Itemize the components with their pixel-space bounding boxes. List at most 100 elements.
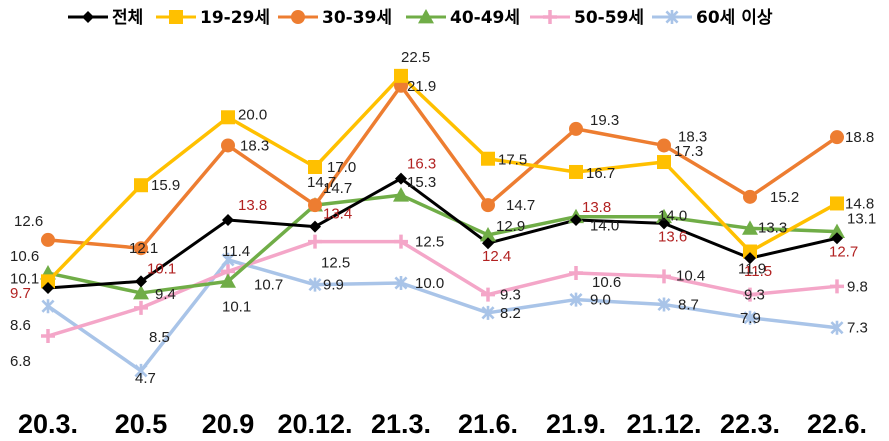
data-label: 8.7 — [678, 297, 699, 314]
data-label: 8.6 — [10, 317, 31, 334]
data-label: 9.8 — [847, 278, 868, 295]
data-point — [569, 266, 583, 281]
data-label: 12.6 — [14, 213, 43, 230]
data-label: 9.3 — [500, 287, 521, 304]
series-lines — [46, 74, 838, 373]
data-label: 9.4 — [155, 286, 176, 303]
legend-item: 19-29세 — [156, 8, 270, 28]
data-point — [134, 363, 148, 378]
x-tick-label: 21.9. — [546, 409, 606, 439]
legend-label: 19-29세 — [200, 8, 270, 28]
legend-label: 40-49세 — [450, 8, 520, 28]
data-label: 16.3 — [407, 156, 436, 173]
data-point — [657, 297, 671, 312]
data-point — [481, 198, 495, 213]
x-tick-label: 21.6. — [458, 409, 518, 439]
data-point — [657, 269, 671, 284]
data-label: 11.4 — [222, 243, 250, 260]
data-label: 18.3 — [240, 137, 269, 154]
legend-marker — [82, 11, 94, 23]
data-point — [222, 214, 234, 227]
legend-item: 50-59세 — [530, 8, 644, 28]
x-tick-label: 20.12. — [277, 409, 352, 439]
data-point — [569, 292, 583, 307]
legend-marker — [543, 10, 557, 24]
data-point — [658, 217, 670, 230]
data-label: 10.6 — [592, 274, 621, 291]
data-label: 14.8 — [845, 195, 874, 212]
data-point — [570, 214, 582, 227]
data-point — [42, 281, 54, 294]
data-label: 19.3 — [590, 112, 619, 129]
series-line — [47, 84, 838, 250]
data-point — [134, 300, 148, 315]
data-label: 8.2 — [500, 305, 521, 322]
data-label: 13.6 — [658, 228, 687, 245]
data-label: 17.3 — [674, 143, 703, 160]
x-tick-label: 20.3. — [18, 409, 78, 439]
data-label: 18.3 — [678, 128, 707, 145]
data-point — [221, 110, 235, 125]
data-label: 12.9 — [496, 218, 525, 235]
data-label: 12.7 — [829, 243, 858, 260]
data-labels: 9.710.113.813.416.312.413.813.611.512.71… — [10, 49, 876, 387]
data-point — [480, 226, 496, 242]
data-label: 15.3 — [407, 174, 436, 191]
series-line — [47, 193, 838, 295]
data-label: 15.9 — [151, 177, 180, 194]
data-label: 11.5 — [744, 263, 772, 280]
data-point — [569, 121, 583, 136]
data-label: 14.7 — [323, 180, 352, 197]
data-point — [133, 284, 149, 300]
data-label: 8.5 — [149, 329, 170, 346]
data-point — [394, 276, 408, 290]
x-tick-label: 21.12. — [626, 409, 701, 439]
data-label: 13.8 — [582, 199, 611, 216]
data-point — [308, 277, 322, 292]
x-tick-label: 20.5 — [115, 409, 168, 439]
legend: 전체 19-29세 30-39세 40-49세 50-59세 60세 이상 — [68, 8, 773, 28]
data-point — [220, 273, 236, 288]
data-label: 10.1 — [222, 298, 251, 315]
data-point — [744, 252, 756, 265]
data-point — [657, 138, 671, 153]
series-line — [47, 258, 838, 373]
data-point — [831, 232, 843, 245]
data-label: 7.3 — [847, 320, 868, 337]
data-label: 17.0 — [327, 159, 356, 176]
legend-marker — [169, 10, 183, 24]
data-label: 10.6 — [10, 248, 39, 265]
data-label: 10.1 — [147, 260, 176, 277]
legend-item: 40-49세 — [406, 8, 520, 28]
data-point — [569, 164, 583, 179]
data-label: 14.0 — [590, 218, 619, 235]
data-point — [743, 310, 757, 325]
data-point — [394, 68, 408, 83]
data-label: 12.5 — [415, 234, 444, 251]
data-label: 21.9 — [407, 78, 436, 95]
data-point — [41, 299, 55, 314]
series-markers — [40, 68, 845, 378]
x-tick-label: 21.3. — [371, 409, 431, 439]
x-tick-label: 22.3. — [720, 409, 780, 439]
data-point — [743, 287, 757, 302]
data-label: 11.9 — [738, 261, 766, 278]
data-label: 10.4 — [676, 267, 705, 284]
legend-label: 30-39세 — [322, 8, 392, 28]
data-label: 12.1 — [129, 240, 158, 257]
data-label: 9.3 — [744, 287, 765, 304]
data-label: 16.7 — [586, 165, 615, 182]
data-label: 14.7 — [307, 174, 336, 191]
legend-item: 60세 이상 — [652, 8, 773, 28]
legend-item: 전체 — [68, 8, 143, 28]
data-label: 13.1 — [847, 211, 876, 228]
x-tick-label: 22.6. — [807, 409, 867, 439]
data-point — [134, 241, 148, 256]
legend-label: 전체 — [112, 8, 143, 28]
data-point — [308, 198, 322, 213]
data-label: 20.0 — [238, 106, 267, 123]
data-point — [481, 287, 495, 302]
data-label: 7.9 — [740, 310, 761, 327]
